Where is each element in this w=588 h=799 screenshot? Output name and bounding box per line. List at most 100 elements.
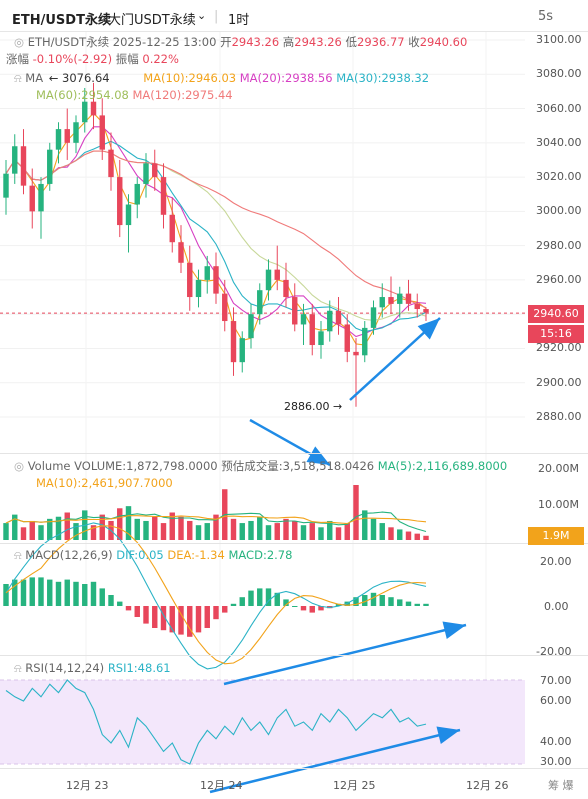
macd-bar <box>143 606 149 624</box>
ma20-line <box>5 126 427 338</box>
price-axis-label: 3080.00 <box>536 67 582 81</box>
volume-bar <box>117 508 123 540</box>
macd-bar <box>274 592 280 606</box>
candle-body <box>213 266 219 294</box>
bell-icon[interactable]: ⍾ <box>14 661 22 675</box>
volume-last-tag: 1.9M <box>528 527 584 545</box>
refresh-interval[interactable]: 5s <box>538 9 554 24</box>
bell-icon[interactable]: ⍾ <box>14 71 22 85</box>
candle-body <box>152 163 158 178</box>
bell-icon[interactable]: ⍾ <box>14 548 22 562</box>
timeframe-selector[interactable]: 1时 <box>228 13 250 28</box>
low-value: 2936.77 <box>357 35 405 49</box>
price-axis-label: 2980.00 <box>536 238 582 252</box>
candle-body <box>222 293 228 322</box>
volume-bar <box>265 525 272 540</box>
low-price-marker: 2886.00 → <box>284 400 343 413</box>
volume-bar <box>353 485 359 540</box>
pane-separator <box>0 543 588 544</box>
volume-bar <box>187 520 193 540</box>
macd-bar <box>55 581 62 606</box>
macd-bar <box>414 603 420 606</box>
volume-bar <box>283 518 289 540</box>
pane-separator <box>0 453 588 454</box>
macd-bar <box>29 577 35 606</box>
volume-bar <box>309 523 315 540</box>
volume-info-row: ◎ Volume VOLUME:1,872,798.0000 预估成交量:3,5… <box>14 459 507 474</box>
volume-bar <box>152 516 158 540</box>
macd-bar <box>388 597 394 606</box>
ma-lines <box>5 112 427 346</box>
annotation-arrow-head <box>442 621 466 639</box>
annotation-arrow-head <box>436 726 460 745</box>
symbol-selector[interactable]: ETH/USDT永续 <box>12 13 111 28</box>
change-value: -0.10%(-2.92) <box>32 52 113 66</box>
bottom-toolbar[interactable]: 筹 爆 <box>548 779 574 792</box>
candle-body <box>169 214 175 243</box>
macd-bar <box>318 606 324 611</box>
candle-body <box>195 279 202 298</box>
candle-body <box>370 307 377 328</box>
rsi-axis-30: 30.00 <box>540 755 572 768</box>
macd-axis-20: 20.00 <box>540 555 572 568</box>
time-label-dec24: 12月 24 <box>200 779 243 792</box>
ma20-value: MA(20):2938.56 <box>239 71 333 85</box>
high-value: 2943.26 <box>294 35 342 49</box>
candle-body <box>405 293 412 304</box>
macd-bar <box>370 592 377 606</box>
price-axis-label: 3100.00 <box>536 33 582 46</box>
rsi-band <box>0 679 525 765</box>
chevron-down-icon[interactable]: ⌄ <box>197 9 207 22</box>
ma-label: MA <box>25 71 44 85</box>
close-value: 2940.60 <box>419 35 468 49</box>
volume-bar <box>274 523 280 540</box>
macd-bar <box>178 606 184 635</box>
candle-body <box>309 314 315 346</box>
candle-body <box>47 149 53 184</box>
candle-body <box>327 310 333 332</box>
volume-ma5: MA(5):2,116,689.8000 <box>377 459 508 473</box>
volume-bar <box>195 525 202 540</box>
last-price-tag: 2940.60 <box>528 305 584 323</box>
macd-bar <box>283 599 289 606</box>
change-row: 涨幅 -0.10%(-2.92) 振幅 0.22% <box>6 52 179 67</box>
macd-bar <box>204 606 210 628</box>
time-label-dec23: 12月 23 <box>66 779 109 792</box>
volume-label: Volume <box>27 459 71 473</box>
candlesticks <box>3 82 429 407</box>
macd-bar <box>99 588 105 606</box>
volume-ma-lines <box>5 511 427 533</box>
volume-bar <box>257 516 263 540</box>
macd-bar <box>90 581 97 606</box>
rsi-label: RSI(14,12,24) <box>25 661 105 675</box>
eye-icon[interactable]: ◎ <box>14 35 25 49</box>
volume-bar <box>397 529 403 540</box>
ma30-value: MA(30):2938.32 <box>336 71 430 85</box>
ohlc-symbol: ETH/USDT永续 <box>27 35 110 49</box>
volume-bar <box>64 512 70 540</box>
volume-bar <box>230 518 237 540</box>
high-label: 高 <box>282 35 295 49</box>
chart-canvas[interactable] <box>0 32 588 799</box>
volume-bar <box>134 518 140 540</box>
macd-bar <box>222 606 228 613</box>
candle-body <box>362 327 368 356</box>
exchange-label[interactable]: 大门USDT永续 <box>108 13 196 28</box>
candle-body <box>20 146 27 186</box>
volume-bar <box>204 523 210 540</box>
candle-body <box>90 101 97 116</box>
macd-bar <box>423 603 429 606</box>
macd-bar <box>82 584 88 606</box>
volume-bar <box>379 523 385 540</box>
candle-body <box>274 269 280 280</box>
countdown-tag: 15:16 <box>528 325 584 343</box>
macd-bar <box>73 581 79 606</box>
volume-bar <box>423 535 429 540</box>
volume-bar <box>344 523 350 540</box>
candle-body <box>423 309 429 313</box>
eye-icon[interactable]: ◎ <box>14 459 25 473</box>
ma10-value: MA(10):2946.03 <box>143 71 237 85</box>
annotation-arrows <box>209 317 467 794</box>
volume-bars <box>3 485 429 540</box>
volume-bar <box>3 523 9 540</box>
